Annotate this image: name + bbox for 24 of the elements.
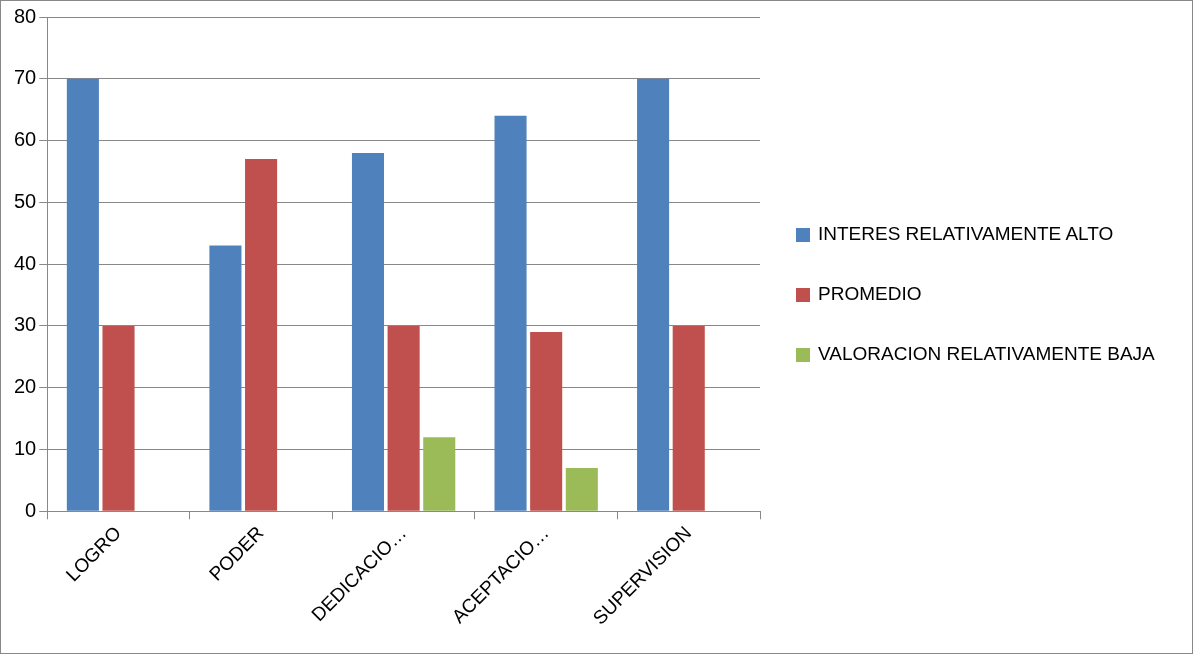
bar (637, 78, 670, 511)
y-tick-label: 50 (14, 189, 37, 212)
bar (565, 468, 598, 511)
y-tick-label: 20 (14, 375, 37, 398)
bar (351, 152, 385, 511)
y-tick-label: 80 (14, 4, 37, 27)
legend-label: VALORACION RELATIVAMENTE BAJA (818, 343, 1155, 365)
bar (245, 159, 278, 511)
bar (494, 115, 527, 511)
y-tick-label: 70 (14, 66, 37, 89)
bar (102, 325, 135, 511)
bar (423, 437, 456, 511)
y-tick-label: 60 (14, 128, 37, 151)
y-tick-label: 30 (14, 313, 37, 336)
legend-label: INTERES RELATIVAMENTE ALTO (818, 223, 1114, 245)
bar (209, 245, 242, 511)
y-tick-label: 10 (14, 437, 37, 460)
bar (672, 325, 705, 511)
y-tick-label: 0 (25, 498, 37, 521)
legend-label: PROMEDIO (818, 283, 922, 305)
bar (66, 78, 99, 511)
bar (530, 332, 563, 511)
y-tick-label: 40 (14, 251, 37, 274)
bar (387, 325, 420, 511)
